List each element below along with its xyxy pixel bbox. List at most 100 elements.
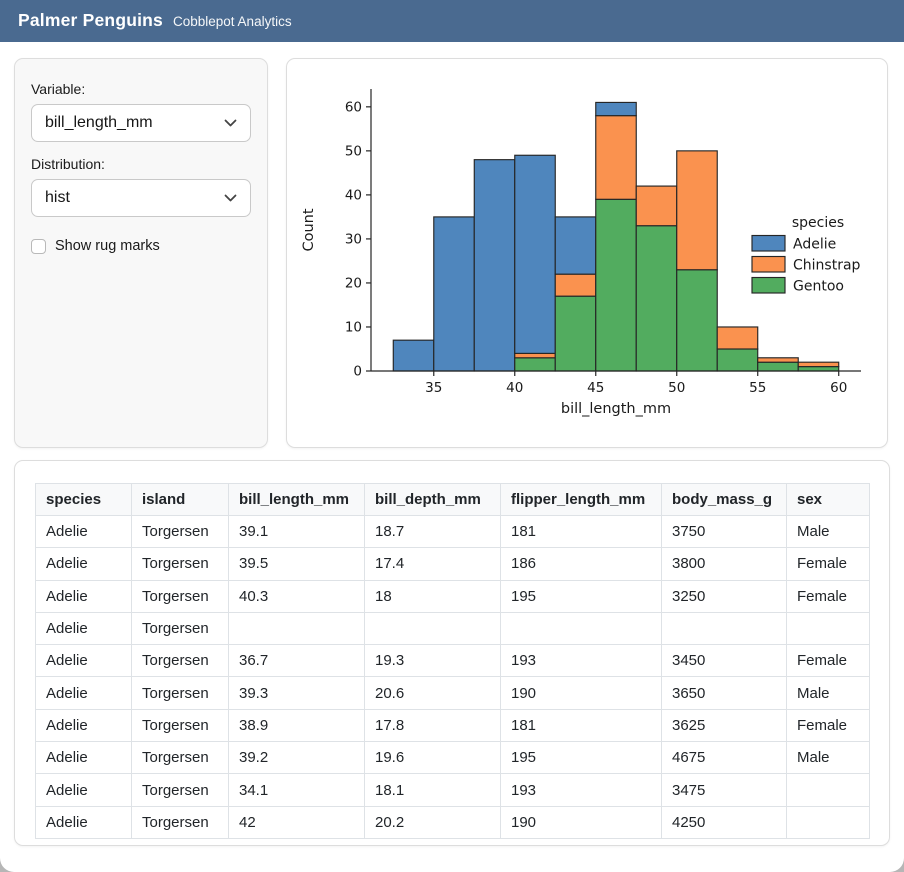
histogram-bar-segment-adelie	[433, 216, 475, 372]
cell-bill_depth_mm: 18.1	[364, 773, 501, 807]
column-header-species: species	[35, 483, 132, 516]
cell-flipper_length_mm: 190	[500, 676, 662, 710]
column-header-body_mass_g: body_mass_g	[661, 483, 787, 516]
distribution-label: Distribution:	[31, 156, 105, 172]
histogram-bar-segment-chinstrap	[797, 361, 840, 368]
histogram-bar-segment-gentoo	[716, 348, 759, 372]
cell-species: Adelie	[35, 708, 132, 743]
y-tick-label: 30	[345, 232, 362, 248]
table-row: Adelie Torgersen 42 20.2 190 4250	[35, 805, 870, 839]
histogram-bar-segment-gentoo	[514, 357, 556, 372]
cell-island: Torgersen	[131, 741, 229, 775]
show-rug-label: Show rug marks	[55, 238, 160, 254]
histogram-bar-segment-chinstrap	[554, 273, 597, 297]
legend-swatch-chinstrap	[751, 255, 786, 273]
cell-body_mass_g: 4675	[661, 741, 787, 775]
x-tick-label: 50	[668, 380, 685, 396]
histogram-bar-segment-chinstrap	[716, 326, 759, 350]
histogram-card: 0 10 20 30 40 50 60 35 40 45 50 55 60 bill_length_mm C…	[286, 58, 888, 448]
cell-body_mass_g: 3250	[661, 579, 787, 613]
cell-island: Torgersen	[131, 773, 229, 807]
cell-bill_length_mm: 42	[228, 805, 365, 839]
histogram-bar-segment-gentoo	[554, 295, 597, 372]
histogram-bar-segment-adelie	[554, 216, 597, 275]
table-row: Adelie Torgersen 39.3 20.6 190 3650 Male	[35, 676, 870, 710]
cell-bill_depth_mm: 20.6	[364, 676, 501, 710]
cell-bill_depth_mm: 17.8	[364, 708, 501, 743]
cell-body_mass_g: 3625	[661, 708, 787, 743]
variable-select[interactable]: bill_length_mm	[31, 104, 251, 142]
table-row: Adelie Torgersen 39.2 19.6 195 4675 Male	[35, 741, 870, 775]
cell-body_mass_g	[661, 611, 787, 646]
x-tick-label: 55	[749, 380, 766, 396]
table-row: Adelie Torgersen 39.5 17.4 186 3800 Female	[35, 547, 870, 581]
cell-island: Torgersen	[131, 805, 229, 839]
cell-sex	[786, 611, 870, 646]
histogram-bar-segment-gentoo	[797, 366, 840, 372]
histogram-bar-segment-gentoo	[757, 361, 799, 372]
legend-swatch-gentoo	[751, 276, 786, 294]
cell-island: Torgersen	[131, 514, 229, 549]
cell-bill_length_mm: 34.1	[228, 773, 365, 807]
app-header: Palmer Penguins Cobblepot Analytics	[0, 0, 904, 42]
table-row: Adelie Torgersen 36.7 19.3 193 3450 Female	[35, 644, 870, 678]
controls-sidebar: Variable: bill_length_mm Distribution: h…	[14, 58, 268, 448]
cell-bill_length_mm: 39.3	[228, 676, 365, 710]
legend-swatch-adelie	[751, 234, 786, 252]
histogram-bar-segment-adelie	[392, 339, 435, 372]
histogram-chart: 0 10 20 30 40 50 60 35 40 45 50 55 60 bill_length_mm C…	[301, 89, 861, 417]
cell-flipper_length_mm: 195	[500, 579, 662, 613]
histogram-bar-segment-chinstrap	[676, 150, 718, 271]
x-tick-label: 35	[425, 380, 442, 396]
show-rug-checkbox[interactable]	[31, 238, 46, 254]
variable-select-value: bill_length_mm	[45, 114, 153, 131]
column-header-bill_depth_mm: bill_depth_mm	[364, 483, 501, 516]
legend-title: species	[792, 215, 844, 231]
cell-bill_depth_mm: 17.4	[364, 547, 501, 581]
cell-bill_depth_mm: 19.3	[364, 644, 501, 678]
histogram-bar-segment-chinstrap	[635, 185, 678, 227]
histogram-bar-segment-gentoo	[595, 198, 637, 372]
y-tick-label: 20	[345, 276, 362, 292]
cell-bill_length_mm: 39.5	[228, 547, 365, 581]
cell-sex: Female	[786, 708, 870, 743]
cell-island: Torgersen	[131, 579, 229, 613]
histogram-bar-segment-adelie	[473, 159, 516, 372]
table-row: Adelie Torgersen 40.3 18 195 3250 Female	[35, 579, 870, 613]
distribution-select[interactable]: hist	[31, 179, 251, 217]
cell-sex	[786, 805, 870, 839]
cell-sex: Female	[786, 644, 870, 678]
table-row: Adelie Torgersen	[35, 611, 870, 646]
cell-species: Adelie	[35, 611, 132, 646]
cell-bill_length_mm	[228, 611, 365, 646]
y-tick-label: 40	[345, 187, 362, 203]
cell-sex	[786, 773, 870, 807]
y-tick-label: 60	[345, 99, 362, 115]
cell-species: Adelie	[35, 547, 132, 581]
cell-bill_length_mm: 38.9	[228, 708, 365, 743]
app-title: Palmer Penguins	[18, 10, 163, 30]
cell-species: Adelie	[35, 741, 132, 775]
x-tick-label: 45	[587, 380, 604, 396]
chevron-down-icon	[224, 114, 237, 132]
cell-bill_depth_mm: 19.6	[364, 741, 501, 775]
app-subtitle: Cobblepot Analytics	[173, 14, 292, 29]
cell-species: Adelie	[35, 514, 132, 549]
cell-island: Torgersen	[131, 676, 229, 710]
column-header-island: island	[131, 483, 229, 516]
cell-bill_depth_mm: 20.2	[364, 805, 501, 839]
histogram-bar-segment-adelie	[514, 154, 556, 354]
x-tick-label: 60	[830, 380, 847, 396]
chevron-down-icon	[224, 189, 237, 207]
cell-body_mass_g: 3450	[661, 644, 787, 678]
cell-body_mass_g: 3650	[661, 676, 787, 710]
cell-bill_depth_mm	[364, 611, 501, 646]
cell-species: Adelie	[35, 579, 132, 613]
y-axis-label: Count	[301, 208, 317, 251]
cell-body_mass_g: 3750	[661, 514, 787, 549]
variable-label: Variable:	[31, 81, 86, 97]
cell-body_mass_g: 4250	[661, 805, 787, 839]
cell-flipper_length_mm: 193	[500, 644, 662, 678]
cell-flipper_length_mm: 190	[500, 805, 662, 839]
